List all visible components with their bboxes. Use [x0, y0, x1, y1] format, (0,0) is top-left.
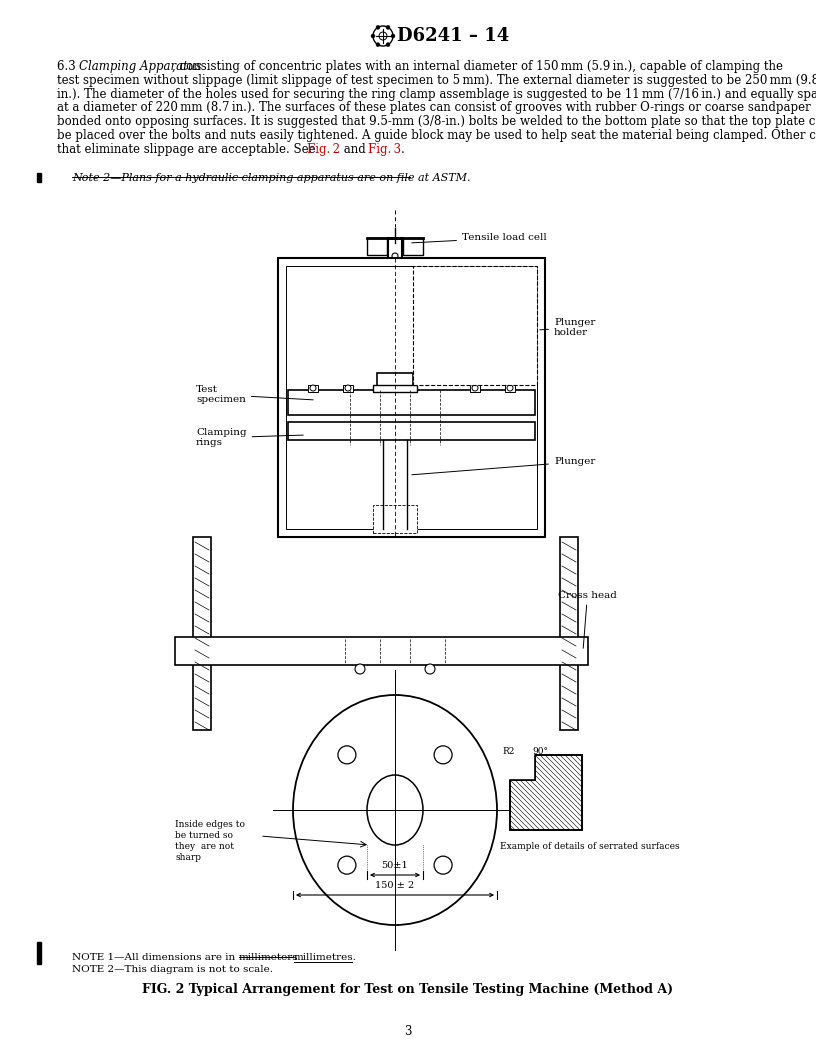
Text: be placed over the bolts and nuts easily tightened. A guide block may be used to: be placed over the bolts and nuts easily… — [57, 129, 816, 142]
Text: bonded onto opposing surfaces. It is suggested that 9.5-mm (3/8-in.) bolts be we: bonded onto opposing surfaces. It is sug… — [57, 115, 816, 128]
Bar — [403, 238, 423, 254]
Text: NOTE 1—All dimensions are in: NOTE 1—All dimensions are in — [72, 953, 238, 962]
Circle shape — [310, 385, 316, 391]
Circle shape — [376, 42, 380, 46]
Bar — [377, 373, 413, 390]
Bar — [509, 754, 535, 780]
Polygon shape — [510, 755, 582, 830]
Circle shape — [376, 25, 380, 30]
Text: D6241 – 14: D6241 – 14 — [397, 27, 509, 45]
Bar — [377, 515, 413, 529]
Text: Fig. 2: Fig. 2 — [307, 143, 340, 156]
Circle shape — [392, 253, 398, 259]
Text: 6.3: 6.3 — [57, 60, 87, 73]
Bar — [373, 505, 417, 533]
Bar — [175, 637, 588, 665]
Text: 90°: 90° — [532, 747, 548, 756]
Circle shape — [338, 746, 356, 763]
Text: Plunger
holder: Plunger holder — [539, 318, 596, 338]
Ellipse shape — [293, 695, 497, 925]
Text: that eliminate slippage are acceptable. See: that eliminate slippage are acceptable. … — [57, 143, 319, 156]
Circle shape — [507, 385, 513, 391]
Circle shape — [386, 25, 390, 30]
Circle shape — [386, 42, 390, 46]
Text: Tensile load cell: Tensile load cell — [412, 233, 547, 243]
Text: at a diameter of 220 mm (8.7 in.). The surfaces of these plates can consist of g: at a diameter of 220 mm (8.7 in.). The s… — [57, 101, 811, 114]
Text: in.). The diameter of the holes used for securing the ring clamp assemblage is s: in.). The diameter of the holes used for… — [57, 88, 816, 100]
Ellipse shape — [367, 775, 423, 845]
Text: Fig. 3: Fig. 3 — [368, 143, 401, 156]
Text: Clamping Apparatus: Clamping Apparatus — [79, 60, 202, 73]
Circle shape — [434, 856, 452, 874]
Bar — [560, 538, 578, 730]
Bar — [193, 538, 211, 730]
Bar — [278, 258, 545, 538]
Text: test specimen without slippage (limit slippage of test specimen to 5 mm). The ex: test specimen without slippage (limit sl… — [57, 74, 816, 87]
Bar — [286, 266, 537, 529]
Circle shape — [434, 746, 452, 763]
Text: Clamping
rings: Clamping rings — [196, 428, 304, 448]
Text: Example of details of serrated surfaces: Example of details of serrated surfaces — [500, 842, 680, 851]
Text: Inside edges to
be turned so
they  are not
sharp: Inside edges to be turned so they are no… — [175, 821, 245, 863]
Text: .: . — [401, 143, 405, 156]
Text: R2: R2 — [502, 747, 514, 756]
Text: FIG. 2 Typical Arrangement for Test on Tensile Testing Machine (Method A): FIG. 2 Typical Arrangement for Test on T… — [143, 983, 673, 996]
Bar — [343, 385, 353, 392]
Circle shape — [345, 385, 351, 391]
Text: , consisting of concentric plates with an internal diameter of 150 mm (5.9 in.),: , consisting of concentric plates with a… — [172, 60, 783, 73]
Circle shape — [371, 34, 375, 38]
Text: Plunger: Plunger — [412, 457, 596, 475]
Bar — [373, 385, 417, 392]
Bar — [470, 385, 480, 392]
Text: Cross head: Cross head — [558, 590, 617, 648]
Text: 150 ± 2: 150 ± 2 — [375, 881, 415, 890]
Circle shape — [472, 385, 478, 391]
Bar — [367, 238, 387, 254]
Circle shape — [425, 664, 435, 674]
Bar — [37, 173, 41, 182]
Text: millimetres.: millimetres. — [294, 953, 357, 962]
Circle shape — [355, 664, 365, 674]
Circle shape — [338, 856, 356, 874]
Text: 3: 3 — [404, 1025, 412, 1038]
Bar — [37, 942, 41, 964]
Text: Test
specimen: Test specimen — [196, 385, 313, 404]
Text: NOTE 2—This diagram is not to scale.: NOTE 2—This diagram is not to scale. — [72, 965, 273, 974]
Text: millimeters: millimeters — [239, 953, 299, 962]
Bar — [288, 390, 535, 415]
Bar — [288, 422, 535, 440]
Bar — [505, 385, 515, 392]
Bar — [308, 385, 318, 392]
Text: Note 2—Plans for a hydraulic clamping apparatus are on file at ASTM.: Note 2—Plans for a hydraulic clamping ap… — [72, 173, 471, 183]
Text: 50±1: 50±1 — [382, 861, 408, 870]
Text: and: and — [340, 143, 370, 156]
Circle shape — [391, 34, 395, 38]
Bar — [413, 266, 537, 385]
